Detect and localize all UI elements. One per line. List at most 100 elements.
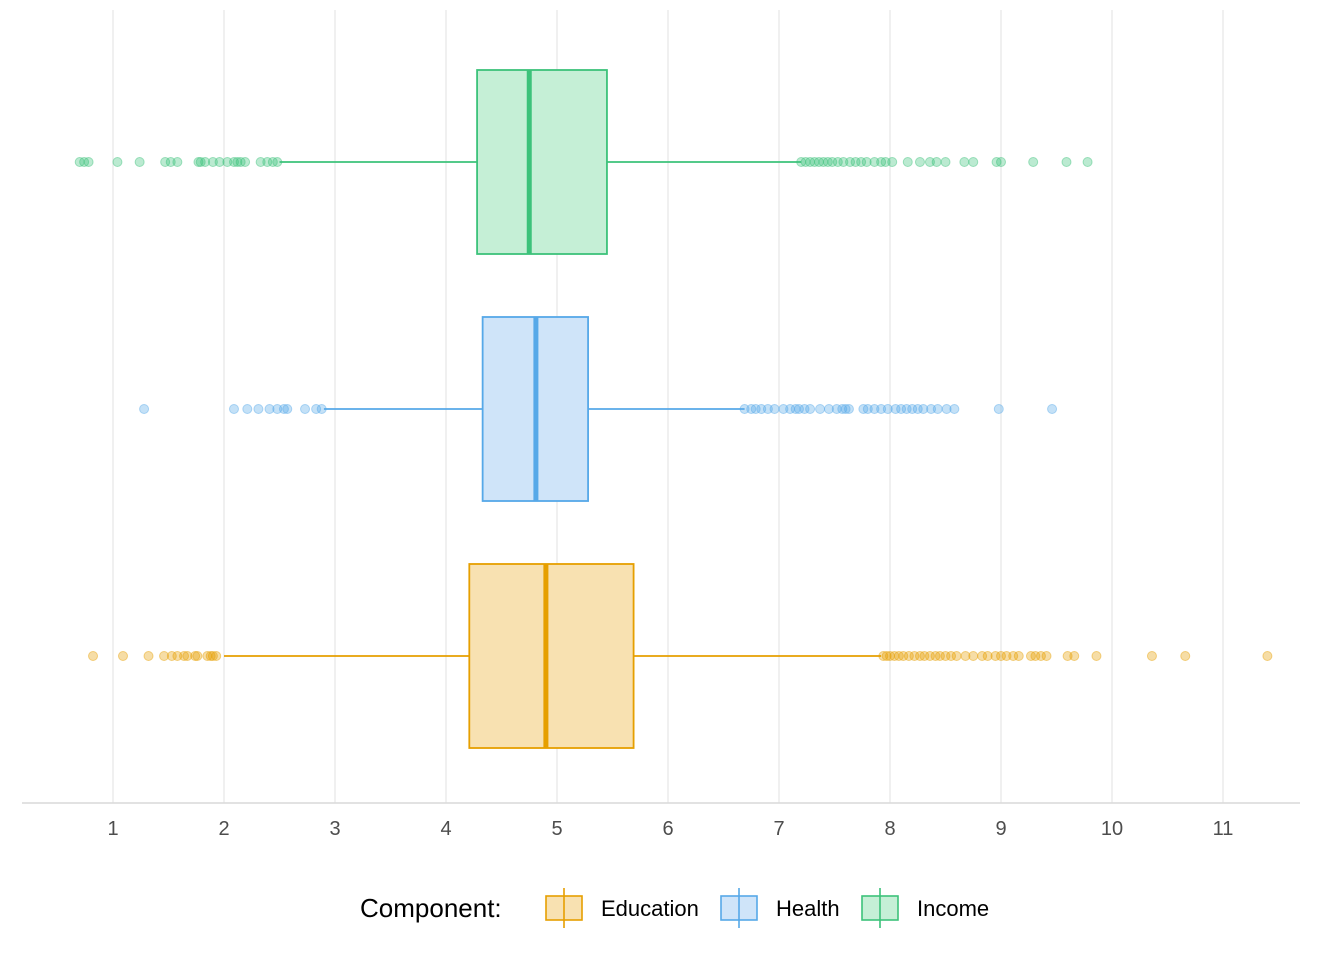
box	[468, 563, 635, 749]
x-tick-label: 5	[551, 818, 562, 840]
outlier-point	[1047, 404, 1058, 414]
outlier-point	[876, 404, 887, 414]
outlier-point	[914, 157, 925, 167]
outlier-point	[172, 651, 183, 661]
x-tick-label: 3	[329, 818, 340, 840]
outlier-point	[823, 404, 834, 414]
outlier-point	[996, 157, 1006, 167]
outlier-point	[912, 404, 923, 414]
outlier-point	[799, 404, 810, 414]
outlier-point	[889, 651, 900, 661]
outlier-point	[809, 157, 820, 167]
outlier-point	[880, 157, 891, 167]
outlier-point	[832, 157, 843, 167]
legend-item-health: Health	[720, 888, 840, 928]
outlier-point	[898, 651, 909, 661]
outlier-point	[785, 404, 796, 414]
outlier-point	[166, 651, 177, 661]
outlier-point	[112, 157, 123, 167]
outlier-point	[982, 651, 993, 661]
outlier-point	[1061, 157, 1072, 167]
outlier-point	[924, 157, 935, 167]
outlier-point	[960, 651, 971, 661]
boxplot-health	[139, 316, 1058, 502]
outlier-point	[878, 651, 889, 661]
outlier-point	[790, 404, 801, 414]
outlier-point	[159, 651, 170, 661]
outlier-point	[919, 651, 930, 661]
outlier-point	[896, 404, 907, 414]
outlier-point	[924, 651, 935, 661]
outlier-point	[931, 157, 942, 167]
outlier-point	[843, 404, 854, 414]
legend-label: Income	[917, 896, 989, 921]
outlier-point	[200, 157, 211, 167]
outlier-point	[845, 157, 856, 167]
outlier-point	[272, 404, 283, 414]
outlier-point	[195, 157, 206, 167]
outlier-point	[1069, 651, 1080, 661]
outlier-point	[934, 651, 945, 661]
outlier-point	[831, 404, 842, 414]
outlier-point	[918, 404, 929, 414]
outlier-point	[202, 651, 213, 661]
outlier-point	[951, 651, 962, 661]
outlier-point	[750, 404, 761, 414]
outlier-point	[311, 404, 322, 414]
outlier-point	[993, 404, 1004, 414]
x-tick-label: 10	[1101, 818, 1123, 840]
outlier-point	[207, 651, 218, 661]
outlier-point	[253, 404, 264, 414]
x-axis: 1 2 3 4 5 6 7 8 9 10 11	[22, 802, 1300, 840]
outlier-point	[996, 651, 1006, 661]
outlier-point	[822, 157, 833, 167]
outlier-point	[882, 404, 893, 414]
outlier-point	[949, 404, 960, 414]
outlier-point	[940, 157, 951, 167]
outlier-point	[914, 651, 925, 661]
outlier-point	[862, 404, 873, 414]
outlier-point	[1146, 651, 1157, 661]
x-tick-label: 7	[773, 818, 784, 840]
legend-item-income: Income	[861, 888, 989, 928]
outlier-point	[861, 157, 872, 167]
outlier-point	[190, 651, 201, 661]
outlier-point	[930, 651, 941, 661]
outlier-point	[840, 404, 851, 414]
outlier-point	[850, 157, 861, 167]
outlier-point	[79, 157, 90, 167]
outlier-point	[278, 404, 289, 414]
outlier-point	[762, 404, 773, 414]
outlier-point	[262, 157, 273, 167]
outlier-point	[856, 157, 867, 167]
outlier-point	[74, 157, 85, 167]
outlier-point	[192, 651, 203, 661]
outlier-point	[1180, 651, 1191, 661]
outlier-point	[139, 404, 150, 414]
outlier-point	[838, 157, 849, 167]
outlier-point	[881, 651, 892, 661]
outlier-point	[805, 157, 816, 167]
boxplot-income	[74, 69, 1093, 255]
outlier-point	[172, 157, 183, 167]
legend-item-education: Education	[545, 888, 699, 928]
outlier-point	[1013, 651, 1024, 661]
x-tick-label: 1	[107, 818, 118, 840]
outlier-point	[1028, 157, 1039, 167]
outlier-point	[228, 157, 239, 167]
x-tick-label: 8	[884, 818, 895, 840]
outlier-point	[1035, 651, 1046, 661]
x-tick-label: 4	[440, 818, 451, 840]
outlier-point	[739, 404, 750, 414]
x-tick-label: 9	[995, 818, 1006, 840]
outlier-point	[793, 404, 804, 414]
outlier-point	[88, 651, 99, 661]
outlier-point	[1091, 651, 1102, 661]
outlier-point	[235, 157, 246, 167]
outlier-point	[242, 404, 253, 414]
outlier-point	[805, 404, 816, 414]
outlier-point	[815, 404, 826, 414]
x-tick-label: 2	[218, 818, 229, 840]
